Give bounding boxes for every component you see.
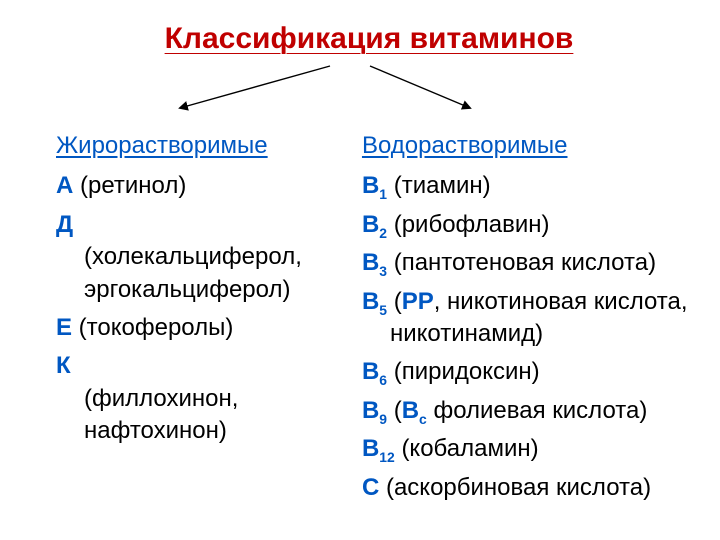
right-items: В1 (тиамин)В2 (рибофлавин)В3 (пантотенов… <box>362 170 694 504</box>
vitamin-letter: А <box>56 172 73 199</box>
vitamin-desc-after: , никотиновая кислота, никотинамид) <box>390 288 688 347</box>
list-item: К (филлохинон, нафтохинон) <box>56 350 344 447</box>
left-header: Жирорастворимые <box>56 130 344 162</box>
vitamin-desc: (кобаламин) <box>401 435 538 462</box>
vitamin-desc: (аскорбиновая кислота) <box>379 474 651 501</box>
arrows-container <box>56 62 682 120</box>
vitamin-sub: 3 <box>379 263 387 279</box>
vitamin-letter-alt: PP <box>402 288 434 315</box>
vitamin-sub: 9 <box>379 411 387 427</box>
right-header: Водорастворимые <box>362 130 694 162</box>
vitamin-letter-alt: В <box>402 397 419 424</box>
list-item: В3 (пантотеновая кислота) <box>362 247 694 279</box>
vitamin-letter: В <box>362 358 379 385</box>
vitamin-sub-alt: с <box>419 411 427 427</box>
left-column: Жирорастворимые А (ретинол)Д(холекальциф… <box>56 130 344 510</box>
list-item: В1 (тиамин) <box>362 170 694 202</box>
vitamin-sub: 1 <box>379 186 387 202</box>
list-item: В2 (рибофлавин) <box>362 209 694 241</box>
vitamin-desc: (ретинол) <box>73 172 186 199</box>
list-item: В6 (пиридоксин) <box>362 356 694 388</box>
vitamin-desc-after: фолиевая кислота) <box>427 397 648 424</box>
vitamin-letter: В <box>362 435 379 462</box>
arrow-left <box>180 66 330 108</box>
list-item: Е (токоферолы) <box>56 312 344 344</box>
page-title: Классификация витаминов <box>56 22 682 56</box>
vitamin-desc: (пантотеновая кислота) <box>394 249 656 276</box>
columns: Жирорастворимые А (ретинол)Д(холекальциф… <box>56 130 682 510</box>
vitamin-letter: С <box>362 474 379 501</box>
vitamin-letter: К <box>56 352 71 379</box>
vitamin-sub: 2 <box>379 225 387 241</box>
list-item: В12 (кобаламин) <box>362 433 694 465</box>
vitamin-desc: (тиамин) <box>394 172 491 199</box>
vitamin-letter: В <box>362 397 379 424</box>
vitamin-letter: Е <box>56 314 72 341</box>
vitamin-desc: (пиридоксин) <box>394 358 540 385</box>
vitamin-letter: В <box>362 172 379 199</box>
vitamin-desc: (рибофлавин) <box>394 211 550 238</box>
vitamin-letter: В <box>362 211 379 238</box>
vitamin-sub: 6 <box>379 372 387 388</box>
right-column: Водорастворимые В1 (тиамин)В2 (рибофлави… <box>362 130 694 510</box>
list-item: В5 (PP, никотиновая кислота, никотинамид… <box>362 286 694 351</box>
left-items: А (ретинол)Д(холекальциферол, эргокальци… <box>56 170 344 447</box>
list-item: Д (холекальциферол, эргокальциферол) <box>56 209 344 306</box>
list-item: В9 (Вс фолиевая кислота) <box>362 395 694 427</box>
vitamin-letter: В <box>362 288 379 315</box>
list-item: С (аскорбиновая кислота) <box>362 472 694 504</box>
vitamin-sub: 5 <box>379 301 387 317</box>
vitamin-letter: Д <box>56 211 73 238</box>
vitamin-desc: ( <box>394 397 402 424</box>
arrow-right <box>370 66 470 108</box>
vitamin-sub: 12 <box>379 449 394 465</box>
vitamin-desc: (холекальциферол, эргокальциферол) <box>56 241 344 306</box>
list-item: А (ретинол) <box>56 170 344 202</box>
vitamin-desc: ( <box>394 288 402 315</box>
vitamin-letter: В <box>362 249 379 276</box>
vitamin-desc: (филлохинон, нафтохинон) <box>56 383 344 448</box>
vitamin-desc: (токоферолы) <box>72 314 233 341</box>
arrows-svg <box>0 62 720 120</box>
